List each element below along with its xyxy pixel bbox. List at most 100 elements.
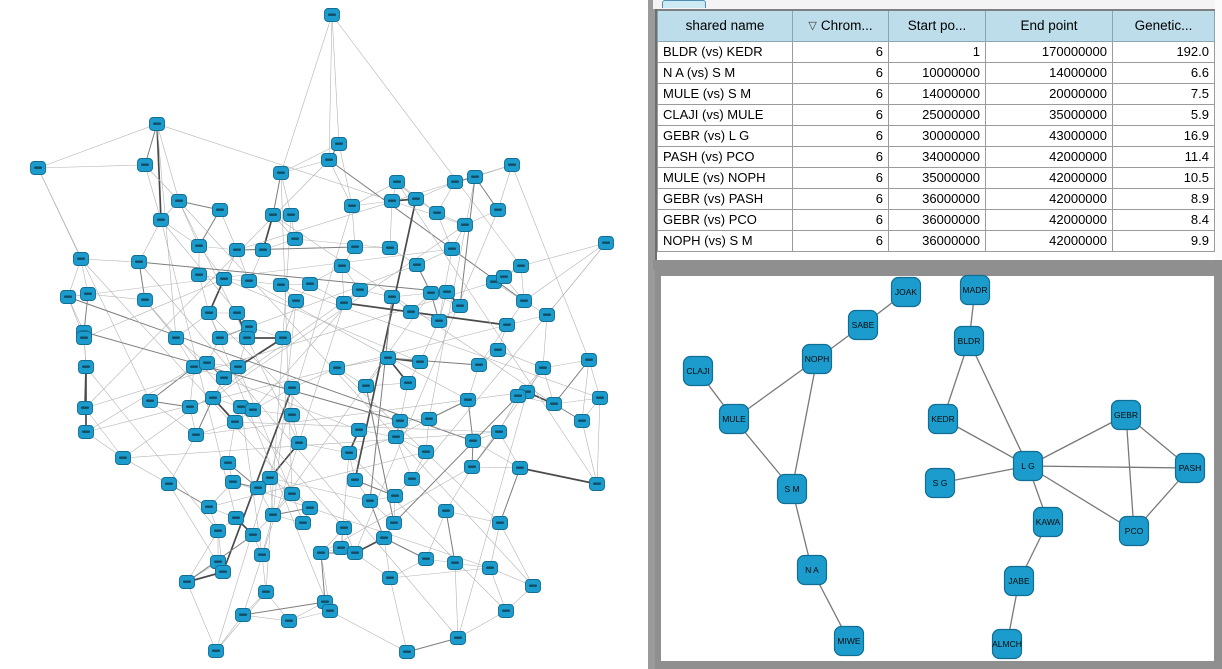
column-header-endpoint[interactable]: End point [985, 9, 1113, 42]
network-edge-lg-pash[interactable] [1027, 465, 1191, 469]
network-node[interactable] [512, 461, 528, 475]
cell-shared-name[interactable]: PASH (vs) PCO [657, 145, 793, 168]
cell-value[interactable]: 20000000 [985, 82, 1113, 105]
network-node[interactable] [216, 272, 232, 286]
network-node[interactable] [210, 524, 226, 538]
network-node[interactable] [168, 331, 184, 345]
network-node[interactable] [233, 400, 249, 414]
network-node[interactable] [322, 604, 338, 618]
network-node[interactable] [76, 331, 92, 345]
network-node-sg[interactable]: S G [924, 467, 956, 499]
network-node[interactable] [254, 548, 270, 562]
network-node[interactable] [362, 494, 378, 508]
network-view-main[interactable] [0, 0, 650, 669]
network-node[interactable] [376, 531, 392, 545]
network-node[interactable] [235, 608, 251, 622]
network-node[interactable] [80, 287, 96, 301]
network-node-miwe[interactable]: MIWE [833, 625, 865, 657]
network-node[interactable] [281, 614, 297, 628]
cell-value[interactable]: 6 [792, 40, 889, 63]
network-node[interactable] [334, 259, 350, 273]
network-node[interactable] [215, 565, 231, 579]
cell-value[interactable]: 14000000 [985, 61, 1113, 84]
network-node[interactable] [352, 283, 368, 297]
cell-value[interactable]: 7.5 [1112, 82, 1215, 105]
network-node[interactable] [30, 161, 46, 175]
network-node[interactable] [423, 286, 439, 300]
network-node[interactable] [333, 541, 349, 555]
network-node[interactable] [347, 546, 363, 560]
network-node-noph[interactable]: NOPH [801, 343, 833, 375]
network-node[interactable] [438, 504, 454, 518]
network-node[interactable] [199, 356, 215, 370]
network-node-claji[interactable]: CLAJI [682, 355, 714, 387]
network-node[interactable] [482, 561, 498, 575]
network-node[interactable] [598, 236, 614, 250]
network-node-almch[interactable]: ALMCH [991, 628, 1023, 660]
cell-shared-name[interactable]: MULE (vs) S M [657, 82, 793, 105]
network-node[interactable] [115, 451, 131, 465]
network-node[interactable] [225, 475, 241, 489]
cell-shared-name[interactable]: GEBR (vs) PCO [657, 208, 793, 231]
cell-value[interactable]: 6 [792, 166, 889, 189]
network-node[interactable] [384, 194, 400, 208]
network-node[interactable] [191, 239, 207, 253]
network-node[interactable] [412, 355, 428, 369]
network-node[interactable] [171, 194, 187, 208]
network-node[interactable] [491, 425, 507, 439]
network-node-kawa[interactable]: KAWA [1032, 506, 1064, 538]
network-node[interactable] [504, 158, 520, 172]
network-edge-lg-pco[interactable] [1027, 465, 1135, 532]
network-node[interactable] [421, 412, 437, 426]
network-node[interactable] [403, 305, 419, 319]
network-edge-noph-sm[interactable] [791, 358, 818, 490]
network-node[interactable] [344, 199, 360, 213]
network-node[interactable] [467, 170, 483, 184]
cell-value[interactable]: 42000000 [985, 208, 1113, 231]
network-node[interactable] [230, 360, 246, 374]
network-edge-bldr-lg[interactable] [968, 340, 1029, 467]
cell-value[interactable]: 6 [792, 124, 889, 147]
network-node[interactable] [496, 270, 512, 284]
network-node[interactable] [216, 371, 232, 385]
network-node[interactable] [291, 436, 307, 450]
network-node[interactable] [295, 516, 311, 530]
network-node[interactable] [516, 294, 532, 308]
network-node[interactable] [439, 285, 455, 299]
network-node[interactable] [336, 296, 352, 310]
network-node[interactable] [409, 258, 425, 272]
network-edge-lg-gebr[interactable] [1027, 414, 1127, 467]
table-row[interactable]: GEBR (vs) L G 6 30000000 43000000 16.9 [657, 124, 1215, 147]
network-node[interactable] [273, 278, 289, 292]
network-node[interactable] [460, 393, 476, 407]
cell-shared-name[interactable]: GEBR (vs) PASH [657, 187, 793, 210]
network-node[interactable] [262, 471, 278, 485]
network-node[interactable] [265, 208, 281, 222]
cell-value[interactable]: 6 [792, 82, 889, 105]
cell-shared-name[interactable]: CLAJI (vs) MULE [657, 103, 793, 126]
cell-shared-name[interactable]: GEBR (vs) L G [657, 124, 793, 147]
network-node[interactable] [382, 241, 398, 255]
network-node[interactable] [283, 208, 299, 222]
network-node-madr[interactable]: MADR [959, 274, 991, 306]
column-header-startpo[interactable]: Start po... [888, 9, 986, 42]
network-node-jabe[interactable]: JABE [1003, 565, 1035, 597]
cell-value[interactable]: 42000000 [985, 166, 1113, 189]
network-node[interactable] [182, 400, 198, 414]
network-node[interactable] [73, 252, 89, 266]
table-row[interactable]: NOPH (vs) S M 6 36000000 42000000 9.9 [657, 229, 1215, 252]
network-node[interactable] [245, 403, 261, 417]
cell-value[interactable]: 34000000 [888, 145, 986, 168]
network-node-joak[interactable]: JOAK [890, 276, 922, 308]
network-node[interactable] [380, 351, 396, 365]
network-node[interactable] [258, 585, 274, 599]
cell-value[interactable]: 6 [792, 187, 889, 210]
cell-value[interactable]: 14000000 [888, 82, 986, 105]
table-row[interactable]: CLAJI (vs) MULE 6 25000000 35000000 5.9 [657, 103, 1215, 126]
network-node[interactable] [408, 192, 424, 206]
network-edge-gebr-pco[interactable] [1125, 414, 1135, 532]
network-node[interactable] [302, 277, 318, 291]
network-node[interactable] [450, 631, 466, 645]
table-row[interactable]: MULE (vs) S M 6 14000000 20000000 7.5 [657, 82, 1215, 105]
network-node[interactable] [429, 206, 445, 220]
